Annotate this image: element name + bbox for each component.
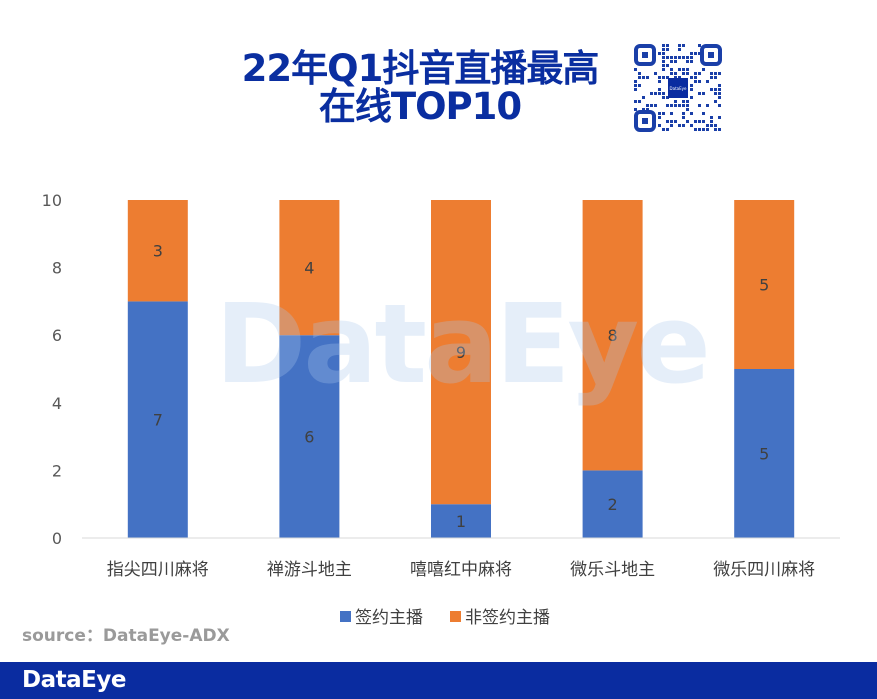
- y-tick-label: 8: [52, 259, 62, 278]
- y-tick-label: 0: [52, 529, 62, 548]
- title-line-2: 在线TOP10: [318, 85, 522, 128]
- data-label: 5: [759, 445, 769, 464]
- bar-signed: [431, 504, 491, 538]
- x-tick-label: 指尖四川麻将: [107, 560, 209, 580]
- legend-swatch: [340, 611, 351, 622]
- data-label: 3: [153, 242, 163, 261]
- data-label: 2: [608, 495, 618, 514]
- x-tick-label: 微乐斗地主: [570, 560, 655, 580]
- legend-swatch: [450, 611, 461, 622]
- y-tick-label: 6: [52, 326, 62, 345]
- data-label: 1: [456, 512, 466, 531]
- data-label: 9: [456, 343, 466, 362]
- x-tick-label: 嘻嘻红中麻将: [410, 560, 512, 580]
- y-tick-label: 2: [52, 461, 62, 480]
- bar-signed: [127, 301, 188, 538]
- bar-signed: [279, 335, 340, 538]
- data-label: 4: [304, 259, 314, 278]
- bar-unsigned: [431, 200, 491, 505]
- qr-logo: DataEye: [670, 86, 687, 91]
- stacked-bar-chart: 0 2 4 6 8 10 7 3 6 4 1 9 2 8 5 5 指尖四川麻将 禅游斗地主 嘻嘻红中麻将 微乐斗地…: [42, 191, 840, 628]
- data-label: 8: [608, 326, 618, 345]
- chart-title: 22年Q1抖音直播最高 在线TOP10: [200, 50, 640, 126]
- bar-signed: [734, 369, 795, 538]
- x-tick-label: 微乐四川麻将: [713, 560, 815, 580]
- bar-signed: [582, 470, 643, 538]
- footer-bar: DataEye: [0, 662, 877, 699]
- bar-unsigned: [279, 200, 340, 336]
- y-tick-label: 4: [52, 394, 62, 413]
- source-note: source：DataEye-ADX: [22, 626, 230, 646]
- footer-logo: DataEye: [22, 667, 126, 693]
- data-label: 5: [759, 276, 769, 295]
- bar-unsigned: [582, 200, 643, 471]
- data-label: 6: [304, 428, 314, 447]
- title-line-1: 22年Q1抖音直播最高: [241, 47, 600, 90]
- bar-unsigned: [734, 200, 795, 369]
- legend-label: 非签约主播: [465, 608, 550, 628]
- data-label: 7: [153, 411, 163, 430]
- y-tick-label: 10: [42, 191, 62, 210]
- qr-code-icon: DataEye: [633, 43, 723, 133]
- bar-unsigned: [127, 200, 188, 302]
- x-tick-label: 禅游斗地主: [267, 560, 352, 580]
- legend-label: 签约主播: [355, 608, 423, 628]
